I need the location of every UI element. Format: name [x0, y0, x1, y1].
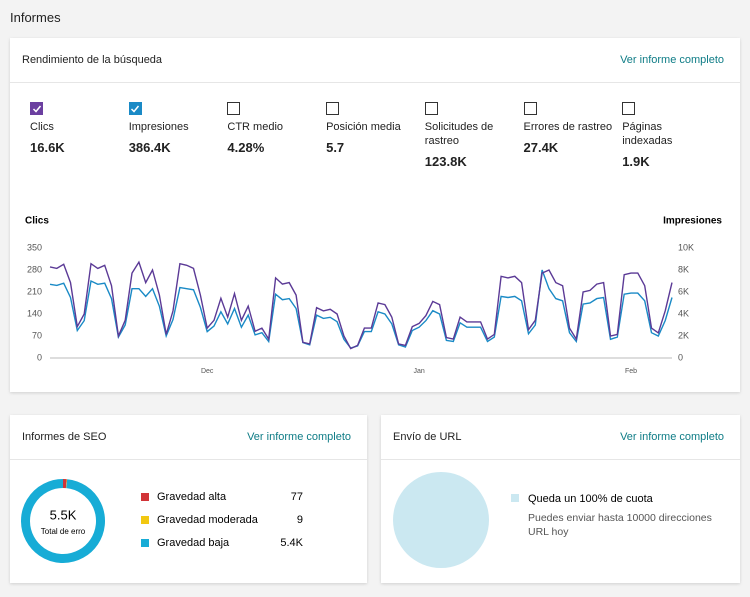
legend-label: Queda un 100% de cuota [528, 493, 654, 505]
metric-value: 386.4K [128, 140, 171, 155]
y2-tick-label: 4K [678, 308, 689, 318]
metric-label-line: Posición media [326, 121, 401, 133]
metric-label-line: CTR medio [227, 121, 284, 133]
x-tick-label: Jan [413, 368, 424, 375]
checkbox[interactable] [227, 102, 241, 115]
separator [10, 82, 740, 83]
separator [10, 459, 367, 460]
metric-label-line: Páginas [622, 121, 662, 133]
checkbox[interactable] [622, 102, 636, 115]
legend-label: Gravedad alta [157, 491, 227, 503]
card-title: Rendimiento de la búsqueda [22, 54, 163, 66]
legend-swatch [511, 494, 519, 502]
metric-label: Clics [30, 120, 125, 134]
metric: Clics 16.6K [30, 102, 125, 155]
series-line [49, 269, 673, 349]
metric-label-line: indexadas [622, 135, 673, 147]
y-tick-label: 140 [27, 308, 42, 318]
metric: Posición media 5.7 [326, 102, 421, 155]
y2-tick-label: 6K [678, 286, 689, 296]
donut-center-label: Total de erro [41, 527, 86, 536]
y-tick-label: 350 [27, 242, 42, 252]
legend-swatch [141, 539, 149, 547]
metric-label: Impresiones [129, 120, 224, 134]
legend-value: 5.4K [280, 537, 303, 549]
metric-value: 1.9K [622, 154, 650, 169]
metric-label: Posición media [326, 120, 421, 134]
series-line [49, 260, 673, 350]
checkbox[interactable] [424, 102, 438, 115]
metric-label: CTR medio [227, 120, 322, 134]
pie-slice [393, 472, 489, 568]
metric-label-line: Clics [30, 121, 54, 133]
y-tick-label: 280 [27, 264, 42, 274]
metric-value: 5.7 [326, 140, 345, 155]
page-title: Informes [10, 10, 61, 25]
y2-tick-label: 2K [678, 330, 689, 340]
y2-axis-title: Impresiones [663, 216, 722, 227]
metric-label-line: rastreo [424, 135, 460, 147]
metric-label-line: Solicitudes de [424, 121, 494, 133]
legend-label: Gravedad moderada [157, 514, 259, 526]
metric-label: Páginas indexadas [622, 120, 717, 148]
x-tick-label: Feb [625, 368, 637, 375]
checkbox[interactable] [128, 102, 142, 115]
description: Puedes enviar hasta 10000 direcciones [528, 512, 712, 524]
metric-value: 4.28% [227, 140, 265, 155]
metric: CTR medio 4.28% [227, 102, 322, 155]
card-link[interactable]: Ver informe completo [620, 431, 724, 443]
check [32, 105, 41, 113]
legend-value: 9 [297, 514, 303, 526]
metric-value: 27.4K [523, 140, 559, 155]
checkbox[interactable] [523, 102, 537, 115]
metric-label: Solicitudes de rastreo [425, 120, 520, 148]
metric: Impresiones 386.4K [128, 102, 224, 155]
y-tick-label: 0 [37, 352, 42, 362]
y2-tick-label: 0 [678, 352, 683, 362]
legend-label: Gravedad baja [157, 537, 230, 549]
card-title: Informes de SEO [22, 431, 107, 443]
metric: Páginas indexadas 1.9K [622, 102, 717, 169]
y-tick-label: 70 [32, 330, 42, 340]
description: URL hoy [528, 526, 569, 538]
y2-tick-label: 10K [678, 242, 694, 252]
metric-label-line: Errores de rastreo [523, 121, 613, 133]
checkbox[interactable] [30, 102, 43, 115]
y-axis-title: Clics [25, 216, 49, 227]
y2-tick-label: 8K [678, 264, 689, 274]
separator [381, 459, 740, 460]
donut-segment [21, 479, 105, 563]
card-title: Envío de URL [393, 431, 462, 443]
legend-swatch [141, 493, 149, 501]
checkbox[interactable] [326, 102, 340, 115]
y-tick-label: 210 [27, 286, 42, 296]
metric-label-line: Impresiones [128, 121, 189, 133]
metric-value: 16.6K [30, 140, 65, 155]
metric-label: Errores de rastreo [524, 120, 619, 134]
card-link[interactable]: Ver informe completo [247, 431, 351, 443]
legend-swatch [141, 516, 149, 524]
donut-center-value: 5.5K [50, 507, 77, 522]
legend-value: 77 [291, 491, 303, 503]
metric: Solicitudes de rastreo 123.8K [424, 102, 520, 169]
x-tick-label: Dec [201, 368, 214, 375]
metric-value: 123.8K [424, 154, 467, 169]
check [131, 105, 140, 113]
metric: Errores de rastreo 27.4K [523, 102, 619, 155]
card-link[interactable]: Ver informe completo [620, 54, 724, 66]
